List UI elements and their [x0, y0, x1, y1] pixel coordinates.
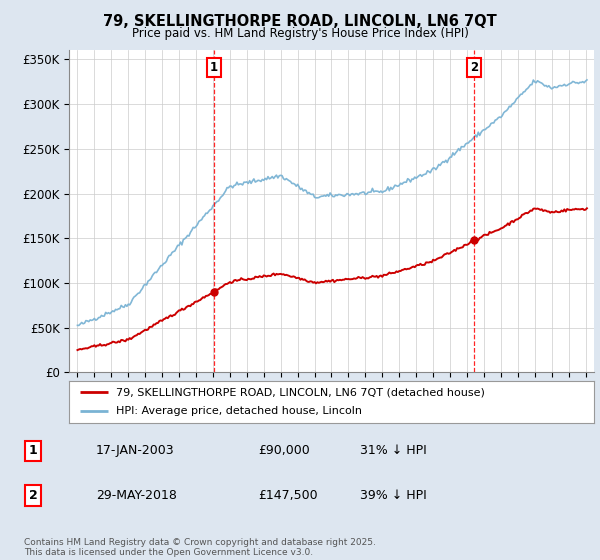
- Text: Contains HM Land Registry data © Crown copyright and database right 2025.
This d: Contains HM Land Registry data © Crown c…: [24, 538, 376, 557]
- Text: 79, SKELLINGTHORPE ROAD, LINCOLN, LN6 7QT (detached house): 79, SKELLINGTHORPE ROAD, LINCOLN, LN6 7Q…: [116, 387, 485, 397]
- Text: 17-JAN-2003: 17-JAN-2003: [96, 444, 175, 458]
- Text: HPI: Average price, detached house, Lincoln: HPI: Average price, detached house, Linc…: [116, 407, 362, 417]
- Text: 39% ↓ HPI: 39% ↓ HPI: [360, 489, 427, 502]
- Text: £90,000: £90,000: [258, 444, 310, 458]
- Text: 29-MAY-2018: 29-MAY-2018: [96, 489, 177, 502]
- Text: 1: 1: [29, 444, 37, 458]
- Text: Price paid vs. HM Land Registry's House Price Index (HPI): Price paid vs. HM Land Registry's House …: [131, 27, 469, 40]
- Text: 1: 1: [209, 61, 218, 74]
- Text: 2: 2: [29, 489, 37, 502]
- Text: 31% ↓ HPI: 31% ↓ HPI: [360, 444, 427, 458]
- Text: £147,500: £147,500: [258, 489, 317, 502]
- Text: 2: 2: [470, 61, 478, 74]
- Text: 79, SKELLINGTHORPE ROAD, LINCOLN, LN6 7QT: 79, SKELLINGTHORPE ROAD, LINCOLN, LN6 7Q…: [103, 14, 497, 29]
